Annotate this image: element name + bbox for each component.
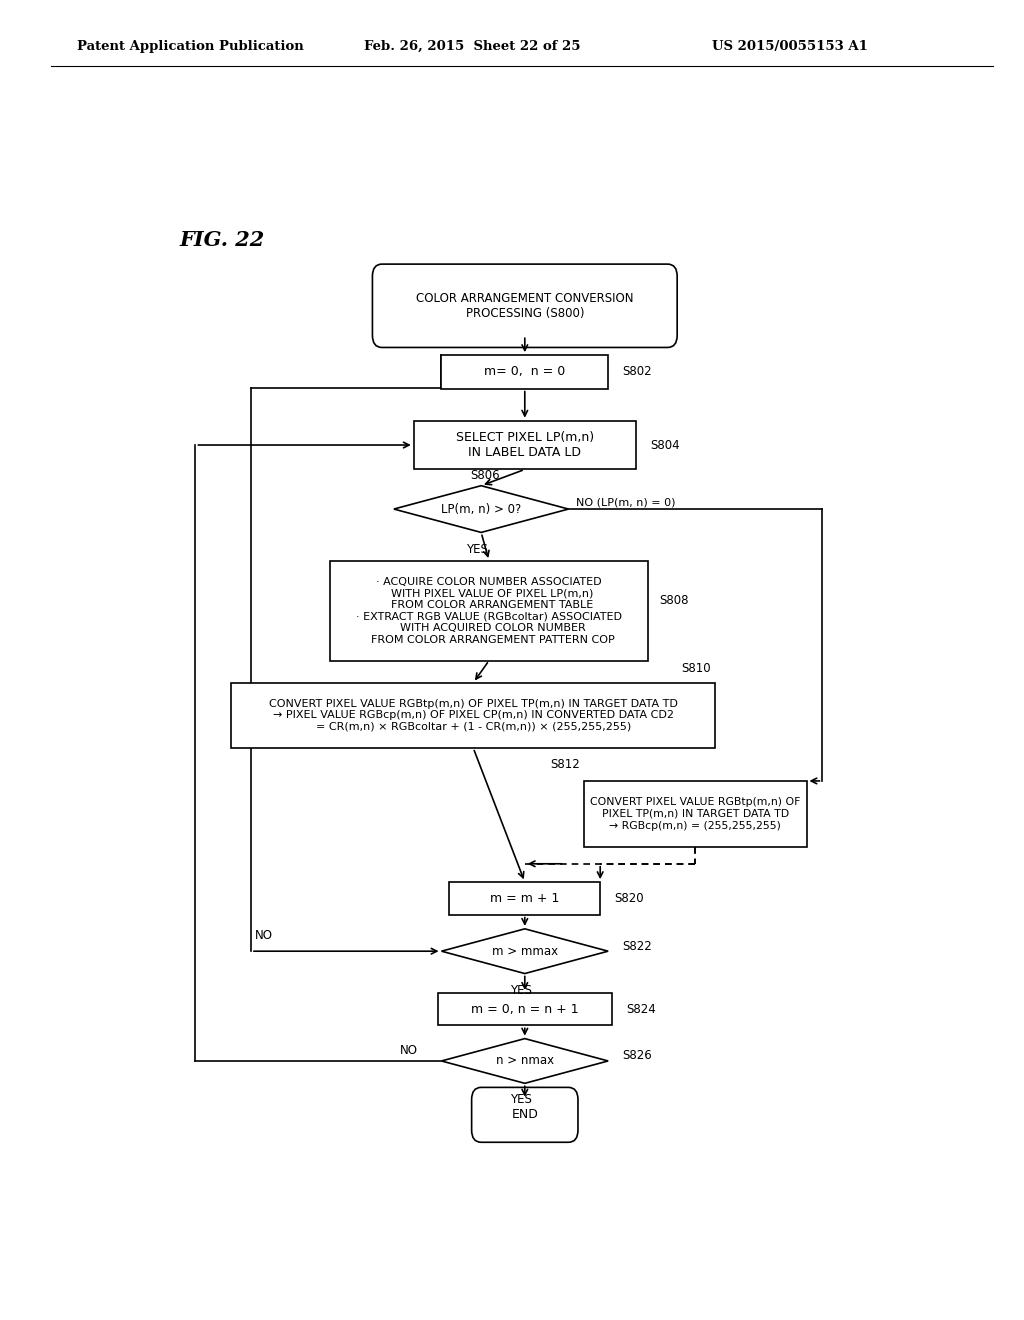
Text: S824: S824 (627, 1003, 656, 1015)
Text: CONVERT PIXEL VALUE RGBtp(m,n) OF PIXEL TP(m,n) IN TARGET DATA TD
→ PIXEL VALUE : CONVERT PIXEL VALUE RGBtp(m,n) OF PIXEL … (268, 698, 678, 733)
Bar (437, 993, 612, 1026)
Text: YES: YES (510, 983, 531, 997)
Bar (585, 781, 807, 847)
Text: · ACQUIRE COLOR NUMBER ASSOCIATED
  WITH PIXEL VALUE OF PIXEL LP(m,n)
  FROM COL: · ACQUIRE COLOR NUMBER ASSOCIATED WITH P… (356, 577, 623, 644)
Text: END: END (511, 1109, 539, 1121)
Text: Patent Application Publication: Patent Application Publication (77, 40, 303, 53)
Text: S806: S806 (470, 469, 500, 482)
Text: S808: S808 (659, 594, 689, 607)
FancyBboxPatch shape (472, 1088, 578, 1142)
Text: S802: S802 (623, 366, 652, 379)
Text: m = 0, n = n + 1: m = 0, n = n + 1 (471, 1003, 579, 1015)
Text: NO: NO (399, 1044, 418, 1057)
Polygon shape (441, 929, 608, 974)
Text: US 2015/0055153 A1: US 2015/0055153 A1 (712, 40, 867, 53)
Text: m= 0,  n = 0: m= 0, n = 0 (484, 366, 565, 379)
Text: LP(m, n) > 0?: LP(m, n) > 0? (441, 503, 521, 516)
Bar (450, 882, 600, 915)
Text: COLOR ARRANGEMENT CONVERSION
PROCESSING (S800): COLOR ARRANGEMENT CONVERSION PROCESSING … (416, 292, 634, 319)
Bar (331, 561, 648, 660)
Text: NO: NO (255, 929, 273, 942)
Text: S810: S810 (682, 661, 712, 675)
Bar (414, 421, 636, 470)
Text: SELECT PIXEL LP(m,n)
IN LABEL DATA LD: SELECT PIXEL LP(m,n) IN LABEL DATA LD (456, 432, 594, 459)
Text: FIG. 22: FIG. 22 (179, 230, 265, 249)
Text: YES: YES (466, 543, 488, 556)
Text: m > mmax: m > mmax (492, 945, 558, 958)
Text: S820: S820 (614, 892, 644, 904)
Text: CONVERT PIXEL VALUE RGBtp(m,n) OF
PIXEL TP(m,n) IN TARGET DATA TD
→ RGBcp(m,n) =: CONVERT PIXEL VALUE RGBtp(m,n) OF PIXEL … (590, 797, 801, 830)
Polygon shape (441, 1039, 608, 1084)
Text: S822: S822 (623, 940, 652, 953)
Text: Feb. 26, 2015  Sheet 22 of 25: Feb. 26, 2015 Sheet 22 of 25 (364, 40, 580, 53)
Text: S826: S826 (623, 1049, 652, 1063)
Text: S804: S804 (650, 438, 680, 451)
Bar (231, 682, 715, 748)
Text: YES: YES (510, 1093, 531, 1106)
FancyBboxPatch shape (373, 264, 677, 347)
Text: S812: S812 (551, 758, 581, 771)
Text: m = m + 1: m = m + 1 (490, 892, 559, 904)
Text: NO (LP(m, n) = 0): NO (LP(m, n) = 0) (577, 498, 676, 508)
Polygon shape (394, 486, 568, 532)
Text: n > nmax: n > nmax (496, 1055, 554, 1068)
Bar (441, 355, 608, 388)
